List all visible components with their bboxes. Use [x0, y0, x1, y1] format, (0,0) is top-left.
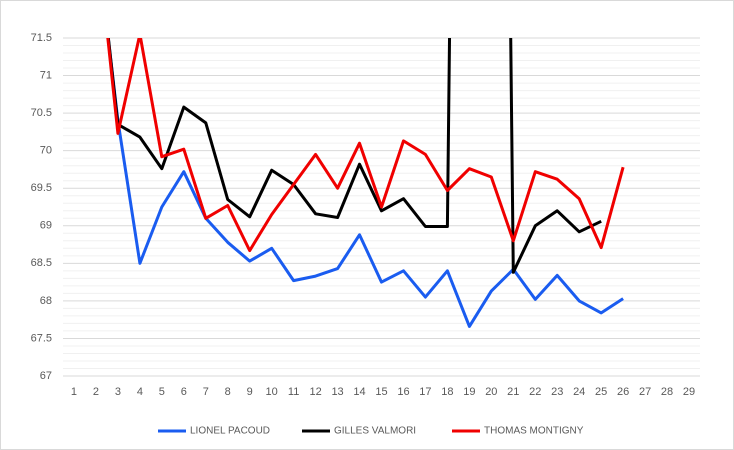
y-tick-label: 68.5: [31, 257, 52, 269]
series-line: [106, 38, 624, 328]
x-tick-label: 3: [115, 386, 121, 398]
x-tick-label: 8: [225, 386, 231, 398]
series-line: [106, 38, 602, 274]
y-tick-label: 69.5: [31, 182, 52, 194]
x-tick-label: 9: [247, 386, 253, 398]
x-tick-label: 26: [617, 386, 629, 398]
x-tick-label: 4: [137, 386, 143, 398]
y-tick-label: 71.5: [31, 32, 52, 44]
y-tick-label: 70: [40, 145, 52, 157]
x-tick-label: 21: [507, 386, 519, 398]
y-tick-label: 67: [40, 370, 52, 382]
series-line: [106, 38, 625, 253]
x-tick-label: 2: [93, 386, 99, 398]
x-tick-label: 25: [595, 386, 607, 398]
x-tick-label: 29: [683, 386, 695, 398]
x-tick-label: 23: [551, 386, 563, 398]
y-tick-label: 67.5: [31, 332, 52, 344]
legend-label: GILLES VALMORI: [334, 426, 416, 437]
x-tick-label: 15: [375, 386, 387, 398]
y-tick-label: 71: [40, 69, 52, 81]
x-tick-label: 7: [203, 386, 209, 398]
x-tick-label: 19: [463, 386, 475, 398]
x-tick-label: 11: [288, 386, 299, 398]
x-tick-label: 14: [353, 386, 365, 398]
y-tick-label: 69: [40, 220, 52, 232]
x-tick-label: 13: [331, 386, 343, 398]
y-tick-label: 70.5: [31, 107, 52, 119]
x-tick-label: 22: [529, 386, 541, 398]
x-tick-label: 16: [397, 386, 409, 398]
x-tick-label: 18: [441, 386, 453, 398]
x-tick-label: 12: [309, 386, 321, 398]
x-tick-label: 5: [159, 386, 165, 398]
legend-label: LIONEL PACOUD: [190, 426, 270, 437]
x-tick-label: 17: [419, 386, 431, 398]
x-tick-label: 27: [639, 386, 651, 398]
x-tick-label: 28: [661, 386, 673, 398]
plot-area: [106, 38, 625, 328]
x-tick-label: 20: [485, 386, 497, 398]
x-tick-label: 10: [266, 386, 278, 398]
legend-label: THOMAS MONTIGNY: [484, 426, 584, 437]
x-tick-label: 1: [71, 386, 77, 398]
x-tick-label: 6: [181, 386, 187, 398]
y-tick-label: 68: [40, 295, 52, 307]
x-tick-label: 24: [573, 386, 585, 398]
